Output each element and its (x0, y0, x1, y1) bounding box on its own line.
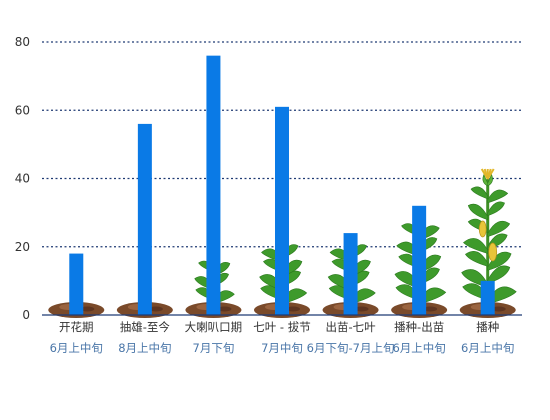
bar (275, 106, 289, 316)
leaf (470, 186, 489, 200)
x-tick-label: 播种-出苗 (394, 320, 444, 334)
leaf (463, 238, 489, 254)
x-tick-label: 大喇叭口期 (185, 320, 243, 334)
x-date-label: 7月下旬 (193, 341, 235, 355)
y-tick-label: 60 (15, 103, 30, 117)
leaf (487, 221, 511, 237)
x-date-label: 8月上中旬 (118, 341, 171, 355)
bar (412, 205, 427, 315)
bar (137, 123, 152, 316)
soil-shadow (354, 306, 369, 312)
x-tick-label: 开花期 (59, 320, 94, 334)
y-tick-label: 20 (15, 240, 30, 254)
x-tick-label: 出苗-七叶 (325, 320, 376, 334)
x-date-label: 6月上中旬 (392, 341, 445, 355)
x-date-label: 6月上中旬 (461, 341, 514, 355)
x-date-label: 6月上中旬 (50, 341, 103, 355)
soil-shadow (491, 306, 506, 312)
bar (69, 253, 84, 315)
y-tick-label: 40 (15, 172, 30, 186)
leaf (487, 286, 517, 305)
leaf (465, 251, 489, 267)
y-tick-label: 80 (15, 35, 30, 49)
x-tick-label: 抽雄-至今 (120, 320, 171, 334)
y-tick-label: 0 (22, 308, 30, 322)
soil-shadow (148, 306, 163, 312)
x-date-label: 7月中旬 (261, 341, 303, 355)
plant-tasseled-plant (459, 168, 517, 318)
soil-shadow (80, 306, 95, 312)
x-tick-label: 播种 (476, 320, 499, 334)
x-date-label: 6月下旬-7月上旬 (307, 341, 395, 355)
corn-ear (478, 220, 487, 238)
bar (480, 280, 495, 315)
soil-shadow (423, 306, 438, 312)
bar (206, 55, 221, 316)
corn-ear (488, 242, 498, 262)
leaf (487, 189, 509, 204)
soil-shadow (217, 306, 232, 312)
leaf (487, 201, 505, 217)
x-tick-label: 七叶 - 拔节 (253, 320, 310, 334)
tassel (486, 168, 495, 180)
bars (69, 55, 495, 316)
soil-shadow (286, 306, 300, 312)
leaf (467, 203, 489, 221)
bar (343, 233, 358, 315)
